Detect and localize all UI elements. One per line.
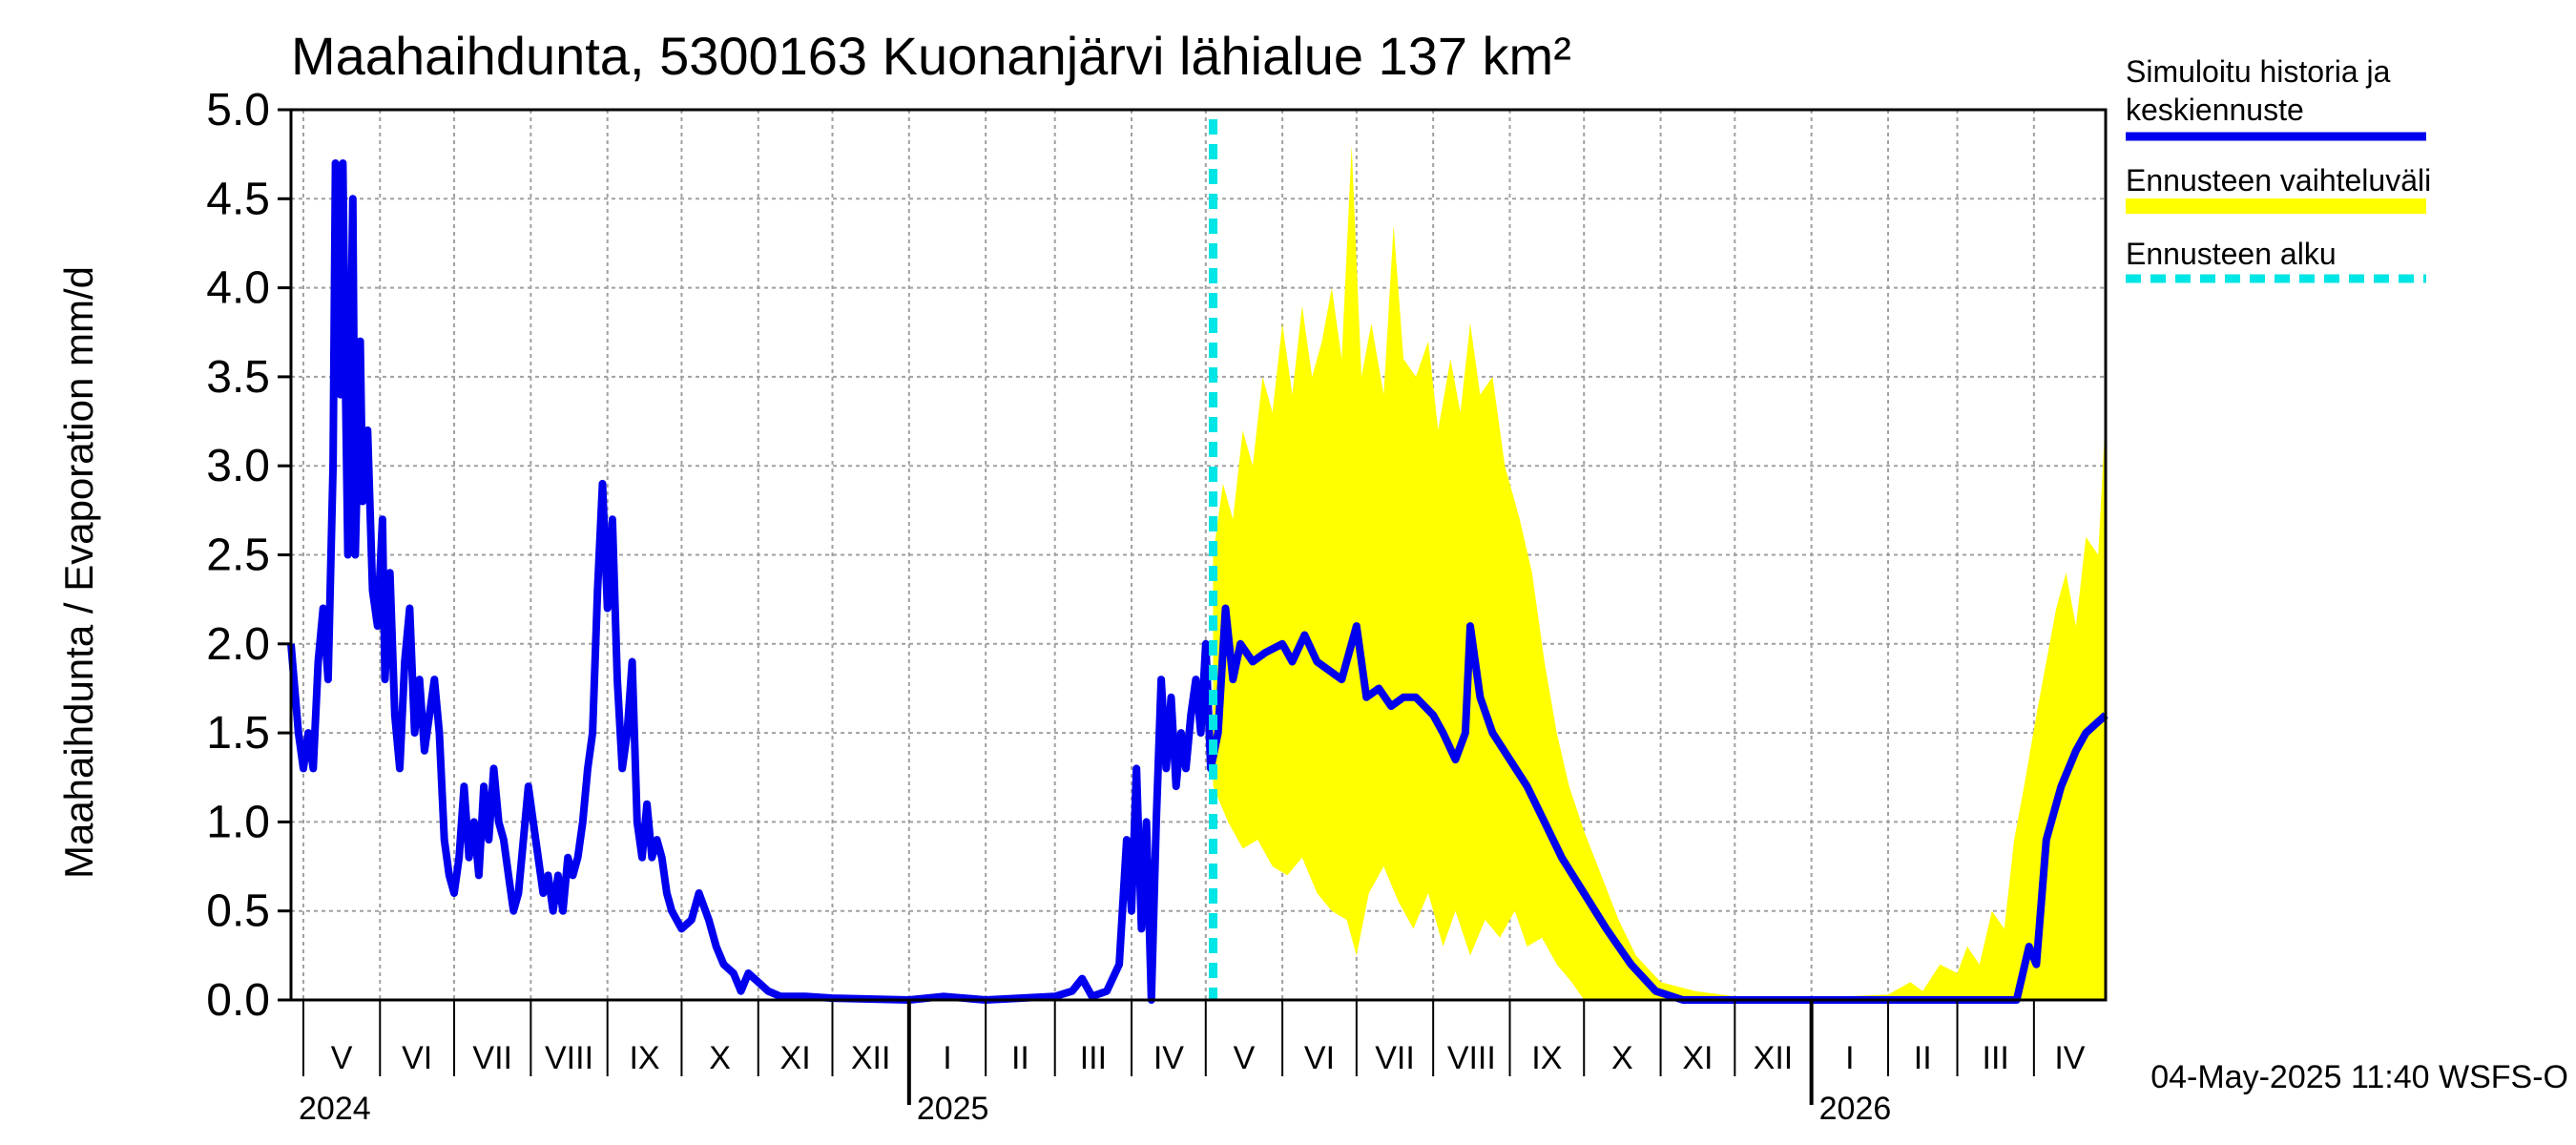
x-month-label: VI <box>1304 1040 1335 1076</box>
x-month-label: IX <box>1531 1040 1562 1076</box>
y-tick-label: 1.5 <box>206 708 270 759</box>
x-month-label: IV <box>1153 1040 1184 1076</box>
legend-range-label: Ennusteen vaihteluväli <box>2126 163 2431 198</box>
x-month-label: XI <box>1682 1040 1713 1076</box>
y-tick-label: 0.0 <box>206 975 270 1026</box>
x-month-label: VI <box>402 1040 432 1076</box>
y-tick-label: 5.0 <box>206 85 270 135</box>
x-month-label: XI <box>780 1040 811 1076</box>
x-month-label: X <box>709 1040 731 1076</box>
y-tick-label: 2.0 <box>206 619 270 670</box>
x-month-label: VII <box>1375 1040 1415 1076</box>
x-year-label: 2024 <box>299 1091 371 1127</box>
y-tick-label: 1.0 <box>206 797 270 847</box>
x-month-label: XII <box>851 1040 891 1076</box>
x-month-label: VIII <box>1447 1040 1496 1076</box>
legend-forecast-start-label: Ennusteen alku <box>2126 237 2337 271</box>
x-year-label: 2026 <box>1819 1091 1892 1127</box>
y-tick-label: 4.0 <box>206 263 270 314</box>
x-month-label: II <box>1011 1040 1029 1076</box>
x-month-label: VII <box>472 1040 512 1076</box>
x-month-label: IV <box>2054 1040 2085 1076</box>
y-axis-label: Maahaihdunta / Evaporation mm/d <box>56 266 101 879</box>
x-month-label: I <box>943 1040 951 1076</box>
x-month-label: V <box>331 1040 353 1076</box>
x-month-label: XII <box>1754 1040 1794 1076</box>
x-month-label: V <box>1234 1040 1256 1076</box>
axes: 0.00.51.01.52.02.53.03.54.04.55.0V VI VII V… <box>206 85 2108 1127</box>
forecast-range-area <box>1213 145 2106 1001</box>
forecast-range-band <box>1213 145 2106 1001</box>
x-month-label: II <box>1914 1040 1932 1076</box>
x-month-label: IX <box>629 1040 659 1076</box>
history-line <box>287 159 2109 1004</box>
legend: Simuloitu historia ja keskiennuste Ennus… <box>2126 54 2431 283</box>
chart-title: Maahaihdunta, 5300163 Kuonanjärvi lähial… <box>291 26 1571 86</box>
x-month-label: III <box>1983 1040 2009 1076</box>
legend-history-label-line1: Simuloitu historia ja <box>2126 54 2391 89</box>
x-month-label: X <box>1611 1040 1633 1076</box>
y-tick-label: 2.5 <box>206 531 270 581</box>
y-tick-label: 4.5 <box>206 174 270 224</box>
x-year-label: 2025 <box>917 1091 989 1127</box>
y-tick-label: 0.5 <box>206 886 270 937</box>
plot-frame <box>289 108 2108 1002</box>
y-tick-label: 3.5 <box>206 352 270 403</box>
x-month-label: III <box>1080 1040 1107 1076</box>
history-series <box>287 159 2109 1004</box>
y-tick-label: 3.0 <box>206 441 270 491</box>
x-month-label: VIII <box>545 1040 593 1076</box>
x-month-label: I <box>1845 1040 1854 1076</box>
legend-history-label-line2: keskiennuste <box>2126 93 2304 127</box>
timestamp: 04-May-2025 11:40 WSFS-O <box>2150 1059 2568 1095</box>
